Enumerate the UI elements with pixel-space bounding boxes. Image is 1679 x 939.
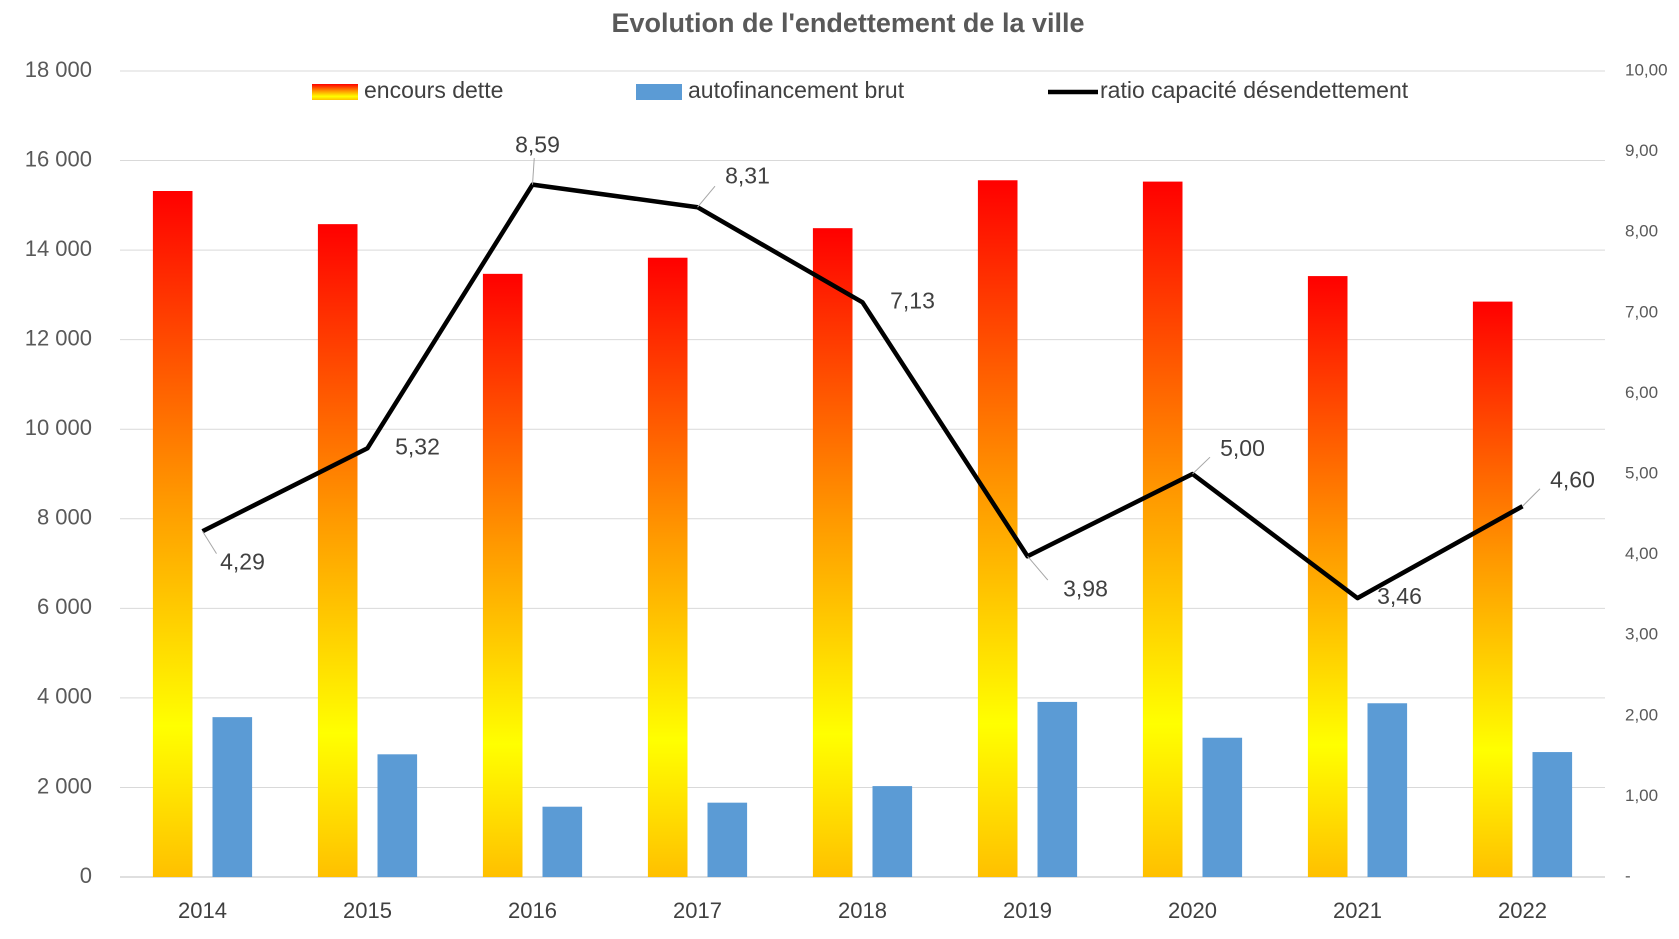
legend-label: autofinancement brut [688, 77, 905, 103]
x-tick-label: 2014 [178, 898, 227, 923]
bar [1142, 181, 1183, 878]
bar [872, 786, 913, 877]
bar [812, 228, 853, 878]
chart-title: Evolution de l'endettement de la ville [611, 8, 1084, 38]
y2-tick-label: - [1625, 866, 1631, 885]
bar [377, 754, 418, 877]
data-label: 4,29 [220, 548, 265, 574]
bar [1472, 301, 1513, 877]
y2-tick-label: 4,00 [1625, 544, 1658, 563]
x-tick-label: 2017 [673, 898, 722, 923]
y-tick-label: 12 000 [25, 325, 92, 350]
ratio-line [201, 182, 1524, 601]
leader-line [202, 530, 217, 554]
bar [212, 717, 253, 877]
x-tick-label: 2016 [508, 898, 557, 923]
data-label: 8,59 [515, 132, 560, 158]
y-tick-label: 14 000 [25, 236, 92, 261]
x-tick-label: 2021 [1333, 898, 1382, 923]
y2-tick-label: 6,00 [1625, 383, 1658, 402]
bar [317, 224, 358, 877]
y-tick-label: 4 000 [37, 684, 92, 709]
legend-label: ratio capacité désendettement [1100, 77, 1409, 103]
leader-line [1522, 488, 1541, 507]
y2-tick-label: 10,00 [1625, 60, 1668, 79]
bar [1037, 701, 1078, 877]
x-tick-label: 2015 [343, 898, 392, 923]
y-tick-label: 8 000 [37, 505, 92, 530]
y2-tick-label: 1,00 [1625, 786, 1658, 805]
y2-tick-label: 2,00 [1625, 705, 1658, 724]
bar [152, 191, 193, 877]
data-label: 3,98 [1063, 575, 1108, 601]
data-label: 4,60 [1550, 466, 1595, 492]
y-tick-label: 2 000 [37, 773, 92, 798]
data-label: 7,13 [890, 287, 935, 313]
leader-line [1027, 555, 1049, 581]
y2-tick-label: 5,00 [1625, 463, 1658, 482]
bar [1202, 737, 1243, 877]
data-label: 8,31 [725, 162, 770, 188]
y2-tick-label: 9,00 [1625, 141, 1658, 160]
y-tick-label: 16 000 [25, 146, 92, 171]
y-tick-label: 10 000 [25, 415, 92, 440]
x-tick-label: 2019 [1003, 898, 1052, 923]
y2-tick-label: 7,00 [1625, 302, 1658, 321]
bar [482, 273, 523, 877]
data-label: 5,00 [1220, 435, 1265, 461]
legend-label: encours dette [364, 77, 503, 103]
y2-tick-label: 3,00 [1625, 625, 1658, 644]
bar [1367, 703, 1408, 877]
bar [707, 802, 748, 877]
x-tick-label: 2020 [1168, 898, 1217, 923]
bar [647, 257, 688, 877]
leader-line [532, 158, 535, 185]
y-tick-label: 6 000 [37, 594, 92, 619]
bar [542, 806, 583, 877]
y-tick-label: 18 000 [25, 57, 92, 82]
legend-swatch [312, 84, 358, 100]
data-label: 5,32 [395, 433, 440, 459]
data-label: 3,46 [1377, 583, 1422, 609]
leader-line [1192, 456, 1211, 475]
bar [1532, 752, 1573, 877]
leader-line [697, 185, 716, 208]
legend-swatch [636, 84, 682, 100]
y2-tick-label: 8,00 [1625, 222, 1658, 241]
x-tick-label: 2018 [838, 898, 887, 923]
y-tick-label: 0 [80, 863, 92, 888]
x-tick-label: 2022 [1498, 898, 1547, 923]
